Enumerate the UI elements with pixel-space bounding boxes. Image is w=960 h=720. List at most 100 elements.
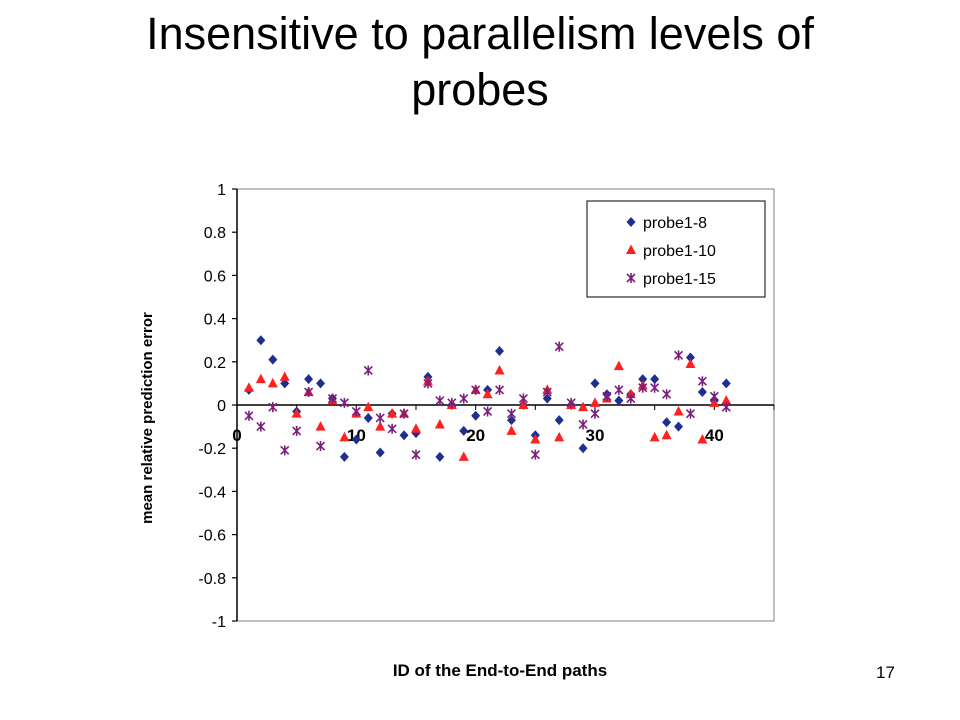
point-probe1-8 xyxy=(697,387,707,398)
title-line-2: probes xyxy=(411,64,549,115)
y-tick-label: -1 xyxy=(212,614,226,631)
point-probe1-15 xyxy=(578,419,588,430)
point-probe1-10 xyxy=(482,388,493,399)
point-probe1-15 xyxy=(673,350,684,361)
point-probe1-10 xyxy=(387,408,398,418)
x-axis-label: ID of the End-to-End paths xyxy=(392,661,608,680)
x-axis: 010203040 xyxy=(232,404,775,445)
point-probe1-15 xyxy=(387,423,397,434)
point-probe1-8 xyxy=(578,443,588,454)
y-tick-label: 0.8 xyxy=(204,225,226,242)
point-probe1-15 xyxy=(459,393,469,404)
point-probe1-15 xyxy=(602,391,612,402)
point-probe1-10 xyxy=(613,360,624,371)
point-probe1-10 xyxy=(434,418,445,429)
point-probe1-15 xyxy=(292,425,302,436)
point-probe1-10 xyxy=(494,364,505,375)
point-probe1-10 xyxy=(709,397,720,407)
y-tick-label: -0.6 xyxy=(198,528,226,545)
point-probe1-15 xyxy=(268,402,278,413)
point-probe1-10 xyxy=(363,401,374,412)
point-probe1-8 xyxy=(650,374,660,385)
legend: probe1-8 probe1-10 probe1-15 xyxy=(586,200,766,298)
point-probe1-10 xyxy=(339,431,350,442)
point-probe1-15 xyxy=(554,341,564,352)
point-probe1-8 xyxy=(459,425,469,436)
point-probe1-10 xyxy=(530,434,541,444)
point-probe1-15 xyxy=(244,410,254,421)
point-probe1-15 xyxy=(626,273,636,283)
y-tick-label: 0.4 xyxy=(204,312,226,329)
point-probe1-15 xyxy=(518,393,528,404)
point-probe1-8 xyxy=(268,354,278,365)
point-probe1-15 xyxy=(709,391,719,402)
point-probe1-8 xyxy=(363,412,373,423)
y-tick-label: 0 xyxy=(217,398,226,415)
x-tick-label: 30 xyxy=(586,426,605,445)
point-probe1-15 xyxy=(697,376,707,387)
point-probe1-10 xyxy=(518,399,529,409)
point-probe1-8 xyxy=(662,417,672,428)
point-probe1-10 xyxy=(291,408,302,418)
y-tick-label: 0.6 xyxy=(204,268,226,285)
point-probe1-15 xyxy=(483,406,493,417)
slide-title: Insensitive to parallelism levels of pro… xyxy=(0,6,960,118)
title-line-1: Insensitive to parallelism levels of xyxy=(146,8,814,59)
point-probe1-8 xyxy=(351,434,361,445)
point-probe1-10 xyxy=(243,382,254,392)
point-probe1-10 xyxy=(673,405,684,416)
point-probe1-10 xyxy=(554,431,565,442)
point-probe1-15 xyxy=(506,408,517,419)
point-probe1-15 xyxy=(721,402,731,413)
data-points xyxy=(243,335,732,462)
point-probe1-15 xyxy=(351,406,361,417)
point-probe1-15 xyxy=(435,395,445,406)
point-probe1-15 xyxy=(315,441,326,452)
point-probe1-10 xyxy=(279,371,290,381)
y-axis-label: mean relative prediction error xyxy=(139,312,156,524)
point-probe1-15 xyxy=(363,365,373,376)
point-probe1-8 xyxy=(554,415,564,426)
point-probe1-15 xyxy=(280,445,290,456)
point-probe1-15 xyxy=(471,384,481,395)
point-probe1-8 xyxy=(542,393,552,404)
point-probe1-10 xyxy=(626,244,636,254)
point-probe1-10 xyxy=(506,425,517,435)
point-probe1-8 xyxy=(256,335,266,346)
legend-label: probe1-15 xyxy=(643,271,716,288)
point-probe1-10 xyxy=(315,421,326,431)
point-probe1-8 xyxy=(339,451,349,462)
point-probe1-15 xyxy=(494,384,505,395)
point-probe1-8 xyxy=(590,378,600,389)
point-probe1-10 xyxy=(255,373,266,384)
point-probe1-8 xyxy=(626,217,636,227)
point-probe1-10 xyxy=(578,401,589,412)
x-tick-label: 0 xyxy=(232,426,241,445)
y-tick-label: -0.4 xyxy=(198,484,226,501)
point-probe1-10 xyxy=(721,395,732,405)
page-number: 17 xyxy=(876,663,895,682)
point-probe1-15 xyxy=(626,393,636,404)
x-tick-label: 40 xyxy=(705,426,724,445)
y-tick-label: 1 xyxy=(217,182,226,199)
point-probe1-10 xyxy=(661,429,672,440)
point-probe1-15 xyxy=(650,382,660,393)
point-probe1-15 xyxy=(304,387,314,398)
point-probe1-10 xyxy=(458,451,469,461)
point-probe1-10 xyxy=(590,397,600,407)
point-probe1-10 xyxy=(685,358,696,368)
legend-box xyxy=(586,200,766,298)
point-probe1-8 xyxy=(495,346,505,356)
point-probe1-8 xyxy=(721,378,731,389)
series-probe1-15 xyxy=(244,341,731,460)
point-probe1-10 xyxy=(267,377,278,388)
point-probe1-15 xyxy=(423,378,433,389)
point-probe1-15 xyxy=(614,384,624,395)
point-probe1-15 xyxy=(447,397,457,408)
point-probe1-10 xyxy=(697,434,708,444)
point-probe1-8 xyxy=(304,374,314,385)
point-probe1-15 xyxy=(530,449,540,460)
point-probe1-15 xyxy=(685,408,696,419)
point-probe1-15 xyxy=(327,393,338,404)
